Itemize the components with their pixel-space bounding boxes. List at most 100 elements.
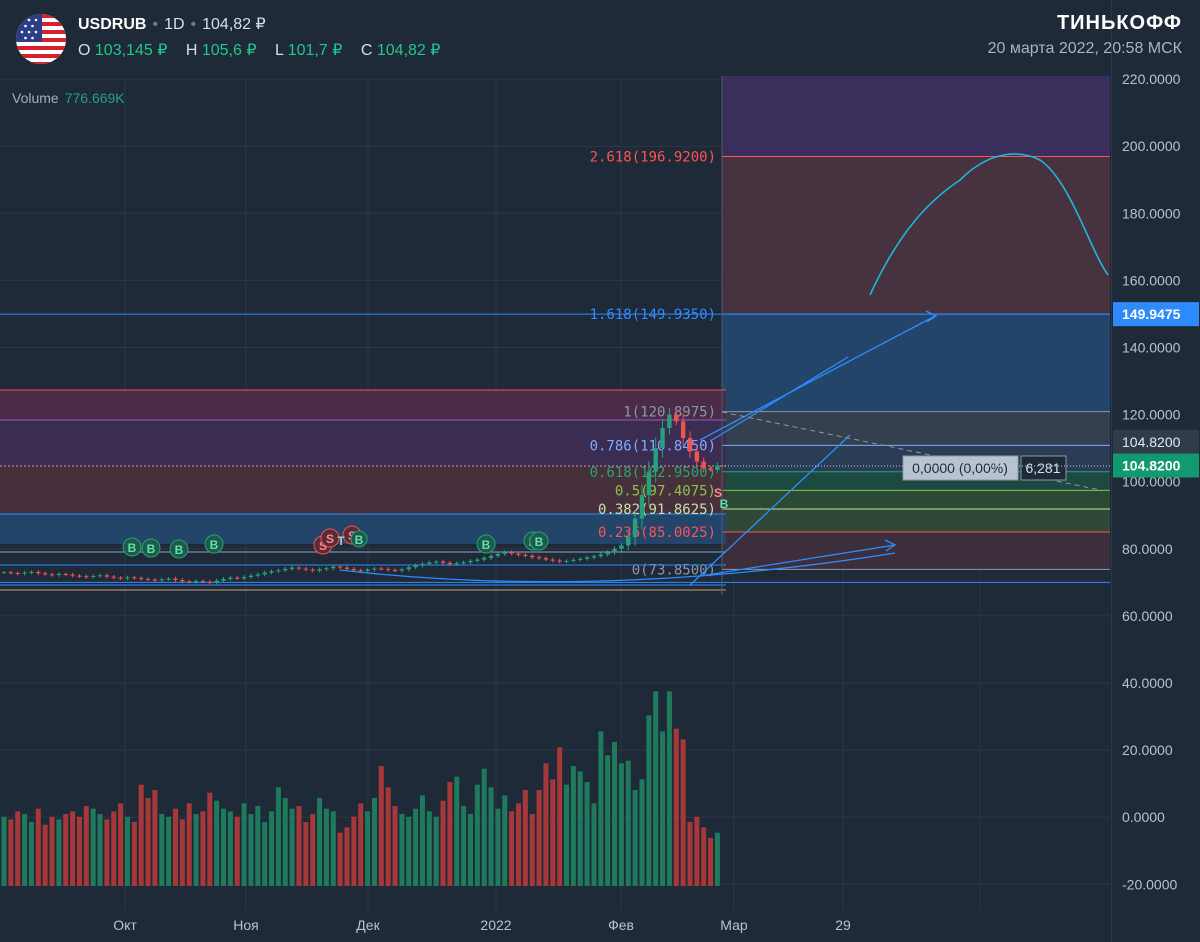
candle-body <box>447 562 453 565</box>
volume-bar <box>646 715 652 886</box>
symbol-name[interactable]: USDRUB <box>78 16 147 33</box>
candle-body <box>125 577 130 579</box>
interval[interactable]: 1D <box>164 16 185 33</box>
candle-body <box>379 568 384 570</box>
volume-bar <box>118 803 124 886</box>
fib-level-label: 0(73.8500) <box>632 562 716 578</box>
candle-body <box>235 577 240 579</box>
fibonacci-retracement[interactable]: 2.618(196.9200)1.618(149.9350)1(120.8975… <box>0 76 1110 595</box>
y-tick-label: 220.0000 <box>1122 71 1181 87</box>
fib-level-label: 0.618(102.9500) <box>590 465 716 481</box>
candle-body <box>173 578 178 581</box>
time-axis[interactable]: Окт Ноя Дек 2022 Фев Мар 29 <box>113 917 851 933</box>
candle-body <box>564 560 569 562</box>
symbol-line[interactable]: USDRUB • 1D • 104,82 ₽ <box>78 14 266 34</box>
fib-zone <box>722 76 1110 157</box>
volume-bar <box>35 808 41 886</box>
candle-body <box>36 571 41 574</box>
candle-body <box>680 421 686 439</box>
price-tag-gray: 104.8200 <box>1122 434 1181 450</box>
volume-bar <box>275 787 281 886</box>
volume-bar <box>255 806 261 886</box>
candle-body <box>187 581 192 583</box>
y-tick-label: 120.0000 <box>1122 407 1181 423</box>
trend-drawings[interactable]: 0,0000 (0,00%) 6,281 <box>339 153 1110 586</box>
candle-body <box>420 563 425 566</box>
volume-bar <box>15 811 21 886</box>
candle-body <box>159 579 164 581</box>
candle-body <box>605 552 610 555</box>
candle-body <box>591 556 597 558</box>
volume-bar <box>317 798 323 886</box>
candle-body <box>715 465 720 470</box>
volume-bar <box>124 816 130 886</box>
volume-bar <box>186 803 192 886</box>
volume-legend[interactable]: Volume 776.669K <box>12 90 125 106</box>
sell-marker-label: S <box>319 539 327 553</box>
volume-bar <box>419 795 425 886</box>
candle-body <box>351 568 357 571</box>
volume-bar <box>639 779 645 886</box>
volume-bar <box>584 782 590 886</box>
candle-body <box>488 555 494 558</box>
volume-bar <box>159 814 165 886</box>
fib-level-label: 0.786(110.8450) <box>590 438 716 454</box>
fib-zone <box>722 411 1110 446</box>
volume-bar <box>351 816 357 886</box>
buy-marker <box>141 538 161 558</box>
volume-bar <box>365 811 371 886</box>
volume-bar <box>131 822 137 886</box>
volume-bar <box>76 816 82 886</box>
candle-body <box>214 580 219 583</box>
volume-bar <box>474 784 480 886</box>
volume-bar <box>111 811 117 886</box>
volume-bar <box>392 806 398 886</box>
volume-bar <box>152 790 158 886</box>
candle-body <box>399 569 405 571</box>
y-tick-label: 20.0000 <box>1122 742 1173 758</box>
y-tick-label: 60.0000 <box>1122 608 1173 624</box>
candle-body <box>104 575 110 577</box>
volume-bar <box>618 763 624 886</box>
volume-bar <box>591 803 597 886</box>
candle-body <box>337 566 343 568</box>
candle-body <box>70 574 75 576</box>
fib-level-label: 0.5(97.4075) <box>615 483 716 499</box>
volume-bar <box>612 742 618 886</box>
candle-body <box>289 567 295 569</box>
volume-bar <box>8 819 14 886</box>
fib-level-label: 1.618(149.9350) <box>590 307 716 323</box>
candle-body <box>639 495 645 519</box>
candle-body <box>372 568 377 570</box>
volume-bar <box>461 806 467 886</box>
y-tick-label: 140.0000 <box>1122 340 1181 356</box>
volume-bar <box>536 790 542 886</box>
measure-text: 0,0000 (0,00%) <box>912 460 1008 476</box>
volume-bar <box>200 811 206 886</box>
candle-body <box>118 577 123 579</box>
candle-body <box>42 573 48 575</box>
x-tick-label: Дек <box>356 917 380 933</box>
arrow-path <box>339 552 896 583</box>
volume-label: Volume <box>12 90 59 106</box>
trend-line <box>699 315 936 441</box>
arrow-head <box>925 310 938 323</box>
volume-bar <box>708 838 714 886</box>
volume-bar <box>241 803 247 886</box>
volume-bar <box>28 822 34 886</box>
candle-body <box>406 567 411 570</box>
volume-bar <box>166 816 172 886</box>
volume-bar <box>344 827 350 886</box>
price-tag-fib-bg <box>1113 302 1199 327</box>
candle-body <box>276 570 281 572</box>
candle-body <box>502 552 507 554</box>
volume-bar <box>296 806 302 886</box>
volume-bar <box>207 792 213 886</box>
volume-bar <box>22 814 28 886</box>
candle-body <box>1 572 7 574</box>
volume-bar <box>83 806 89 886</box>
volume-bar <box>42 824 48 886</box>
x-tick-label: Фев <box>608 917 634 933</box>
candle-body <box>708 468 713 470</box>
